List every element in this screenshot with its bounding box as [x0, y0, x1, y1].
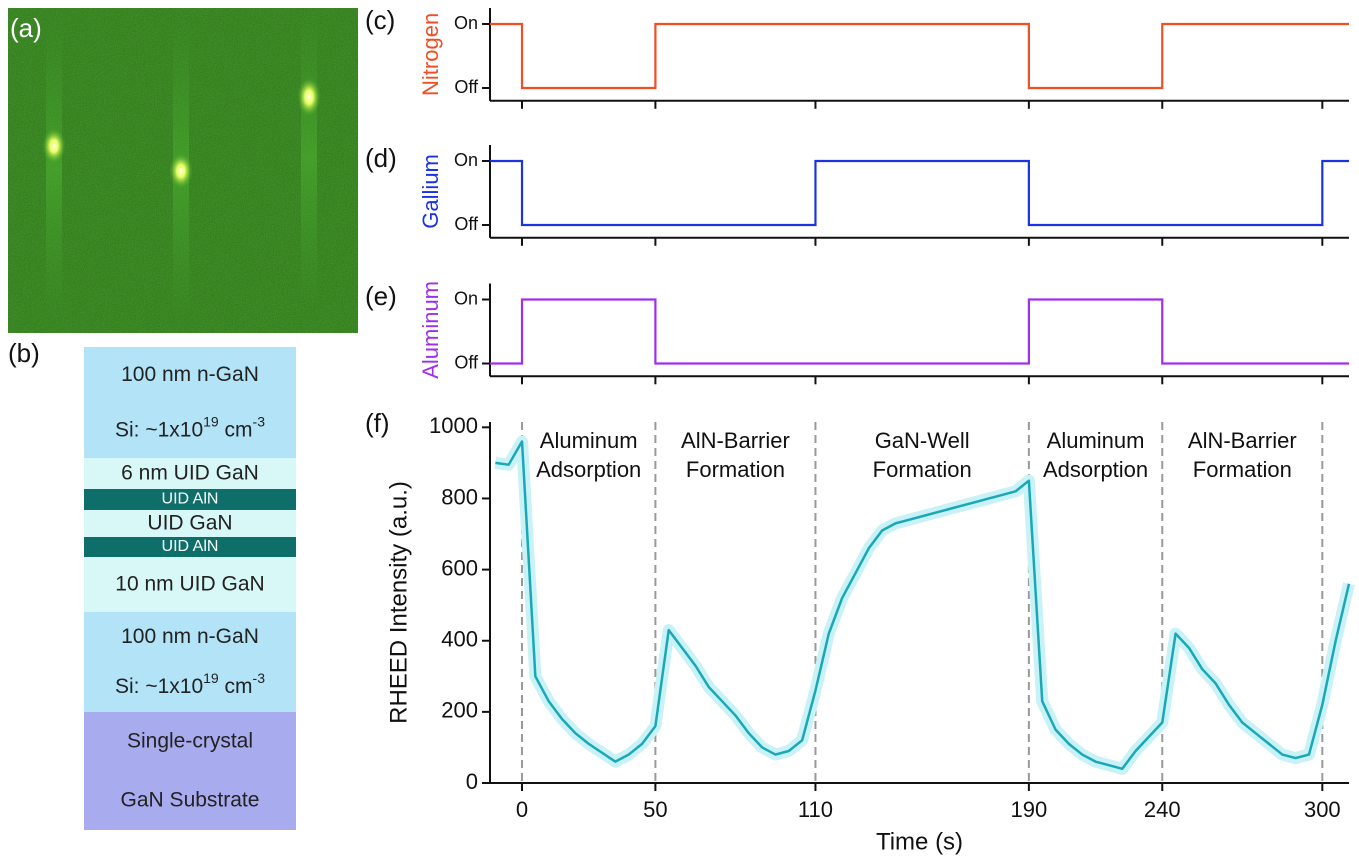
- layer-text: UID GaN: [147, 511, 232, 534]
- superscript: -3: [253, 413, 266, 429]
- phase-label: Aluminum: [1047, 428, 1145, 453]
- phase-label: GaN-Well: [875, 428, 970, 453]
- x-tick-label: 240: [1144, 797, 1181, 822]
- page: {"figure": { "image_label": "(a)", "stac…: [0, 0, 1359, 857]
- y-tick-label: 800: [441, 484, 478, 509]
- y-tick-label: 200: [441, 698, 478, 723]
- layer-text: GaN Substrate: [121, 788, 260, 811]
- text-part: 10 nm UID GaN: [115, 572, 264, 595]
- spot: [297, 77, 321, 117]
- layer-text: 100 nm n-GaN: [121, 625, 259, 648]
- spot: [169, 153, 193, 189]
- y-tick-label: 600: [441, 555, 478, 580]
- streak: [301, 8, 317, 308]
- layer-text: 6 nm UID GaN: [121, 461, 259, 484]
- layer-text: 100 nm n-GaN: [121, 362, 259, 385]
- phase-label: Formation: [1193, 457, 1292, 482]
- streak: [46, 20, 62, 320]
- y-tick-label: 1000: [429, 413, 478, 438]
- text-part: UID GaN: [147, 511, 232, 534]
- phase-label: Adsorption: [1043, 457, 1148, 482]
- phase-label: AlN-Barrier: [681, 428, 790, 453]
- y-tick-label: On: [454, 13, 478, 33]
- text-part: 100 nm n-GaN: [121, 625, 259, 648]
- step-line: [490, 24, 1349, 88]
- text-part: GaN Substrate: [121, 788, 260, 811]
- panel-label: (e): [365, 281, 397, 311]
- layer-text: 10 nm UID GaN: [115, 572, 264, 595]
- y-tick-label: On: [454, 288, 478, 308]
- y-axis-label: Aluminum: [418, 281, 443, 379]
- y-tick-label: 400: [441, 627, 478, 652]
- trace-halo: [495, 442, 1349, 769]
- text-part: UID AlN: [162, 538, 219, 555]
- spot: [42, 128, 66, 164]
- phase-label: Formation: [686, 457, 785, 482]
- phase-label: Aluminum: [540, 428, 638, 453]
- x-tick-label: 0: [516, 797, 528, 822]
- superscript: 19: [203, 413, 219, 429]
- y-axis-label: RHEED Intensity (a.u.): [385, 481, 412, 724]
- layer-text: UID AlN: [162, 538, 219, 555]
- panel-label: (d): [365, 143, 397, 173]
- text-part: cm: [219, 675, 253, 698]
- phase-label: Adsorption: [536, 457, 641, 482]
- panel-label: (b): [8, 338, 40, 368]
- step-line: [490, 300, 1349, 364]
- x-tick-label: 300: [1304, 797, 1341, 822]
- text-part: Single-crystal: [127, 729, 253, 752]
- y-tick-label: 0: [466, 769, 478, 794]
- layer-text: UID AlN: [162, 491, 219, 508]
- text-part: 100 nm n-GaN: [121, 362, 259, 385]
- x-tick-label: 190: [1011, 797, 1048, 822]
- rheed-image: (a): [8, 8, 358, 333]
- y-tick-label: Off: [454, 77, 479, 97]
- text-part: cm: [219, 418, 253, 441]
- panel-label: (f): [365, 408, 390, 438]
- x-tick-label: 110: [798, 797, 833, 822]
- trace-line: [495, 442, 1349, 769]
- layer-text: Si: ~1x1019 cm-3: [115, 670, 265, 698]
- superscript: -3: [253, 670, 266, 686]
- figure: (a) (b) 100 nm n-GaNSi: ~1x1019 cm-36 nm…: [0, 0, 1359, 857]
- text-part: Si: ~1x10: [115, 675, 203, 698]
- text-part: Si: ~1x10: [115, 418, 203, 441]
- panel-label: (a): [10, 13, 42, 43]
- superscript: 19: [203, 670, 219, 686]
- layer-text: Single-crystal: [127, 729, 253, 752]
- layer-text: Si: ~1x1019 cm-3: [115, 413, 265, 441]
- x-axis-label: Time (s): [876, 828, 963, 855]
- text-part: 6 nm UID GaN: [121, 461, 259, 484]
- y-axis-label: Nitrogen: [418, 13, 443, 96]
- y-tick-label: Off: [454, 214, 479, 234]
- text-part: UID AlN: [162, 491, 219, 508]
- step-line: [490, 161, 1349, 225]
- y-tick-label: On: [454, 150, 478, 170]
- y-tick-label: Off: [454, 352, 479, 372]
- phase-label: Formation: [873, 457, 972, 482]
- y-axis-label: Gallium: [418, 154, 443, 229]
- x-tick-label: 50: [643, 797, 667, 822]
- panel-label: (c): [365, 5, 395, 35]
- phase-label: AlN-Barrier: [1188, 428, 1297, 453]
